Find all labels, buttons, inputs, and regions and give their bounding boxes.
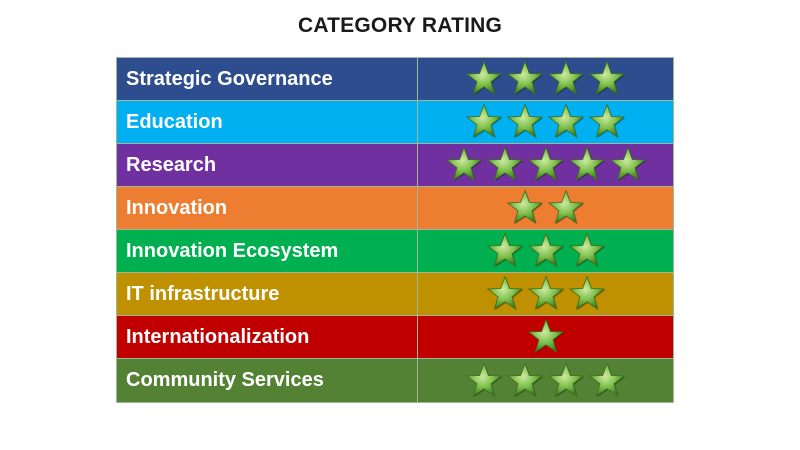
star-icon xyxy=(506,60,544,96)
star-rating xyxy=(418,273,673,315)
star-icon xyxy=(486,275,523,311)
star-icon xyxy=(465,103,503,139)
rating-row: Education xyxy=(117,101,673,144)
category-label: Education xyxy=(117,101,418,143)
star-rating xyxy=(418,58,673,100)
rating-row: Research xyxy=(117,144,673,187)
rating-row: Internationalization xyxy=(117,316,673,359)
star-icon xyxy=(547,189,585,225)
star-icon xyxy=(506,189,544,225)
page-title: CATEGORY RATING xyxy=(297,14,503,37)
rating-row: Innovation Ecosystem xyxy=(117,230,673,273)
rating-row: Innovation xyxy=(117,187,673,230)
star-icon xyxy=(506,361,544,397)
rating-row: Strategic Governance xyxy=(117,58,673,101)
star-icon xyxy=(486,146,523,182)
star-rating xyxy=(418,187,673,229)
star-icon xyxy=(568,275,605,311)
rating-row: IT infrastructure xyxy=(117,273,673,316)
category-label: Community Services xyxy=(117,359,418,402)
star-icon xyxy=(465,361,503,397)
star-icon xyxy=(588,60,626,96)
star-rating xyxy=(418,316,673,358)
star-icon xyxy=(445,146,482,182)
star-icon xyxy=(547,361,585,397)
star-icon xyxy=(588,103,626,139)
star-rating xyxy=(418,144,673,186)
star-icon xyxy=(568,232,605,268)
star-icon xyxy=(527,146,564,182)
star-icon xyxy=(486,232,523,268)
star-icon xyxy=(547,60,585,96)
star-icon xyxy=(527,232,564,268)
star-icon xyxy=(547,103,585,139)
star-icon xyxy=(588,361,626,397)
star-rating xyxy=(418,359,673,402)
star-icon xyxy=(527,275,564,311)
rating-table: Strategic Governance Education Research … xyxy=(116,57,674,403)
star-rating xyxy=(418,230,673,272)
star-icon xyxy=(506,103,544,139)
category-label: Innovation xyxy=(117,187,418,229)
rating-row: Community Services xyxy=(117,359,673,402)
star-icon xyxy=(465,60,503,96)
category-label: Internationalization xyxy=(117,316,418,358)
star-icon xyxy=(609,146,646,182)
category-label: IT infrastructure xyxy=(117,273,418,315)
category-label: Innovation Ecosystem xyxy=(117,230,418,272)
category-label: Strategic Governance xyxy=(117,58,418,100)
category-label: Research xyxy=(117,144,418,186)
star-icon xyxy=(527,318,564,354)
star-icon xyxy=(568,146,605,182)
star-rating xyxy=(418,101,673,143)
